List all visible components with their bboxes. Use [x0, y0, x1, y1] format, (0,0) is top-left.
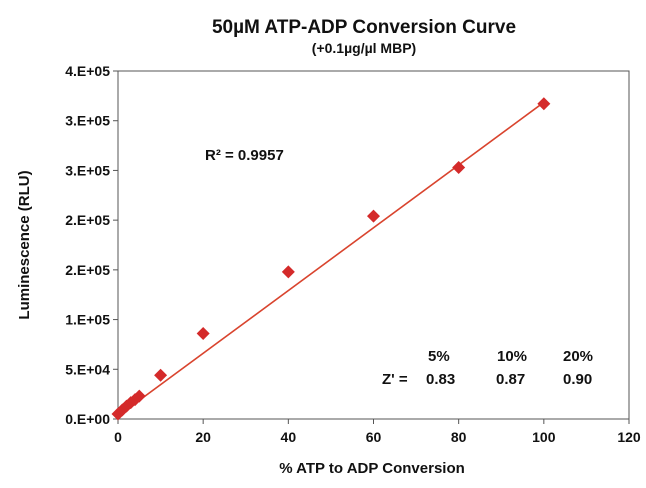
y-tick-label: 3.E+05	[65, 162, 110, 178]
y-axis-label: Luminescence (RLU)	[16, 170, 33, 319]
x-tick-label: 60	[366, 429, 382, 445]
zprime-header-10: 10%	[497, 348, 527, 365]
x-tick-label: 80	[451, 429, 467, 445]
x-tick-label: 40	[281, 429, 297, 445]
r-squared-label: R² = 0.9957	[205, 147, 284, 164]
y-tick-label: 2.E+05	[65, 212, 110, 228]
y-tick-label: 5.E+04	[65, 361, 110, 377]
x-tick-label: 0	[114, 429, 122, 445]
plot-frame	[117, 70, 630, 420]
y-tick-label: 2.E+05	[65, 262, 110, 278]
chart-subtitle: (+0.1µg/µl MBP)	[312, 40, 416, 56]
x-axis-label: % ATP to ADP Conversion	[279, 460, 465, 477]
zprime-header-20: 20%	[563, 348, 593, 365]
zprime-value-10: 0.87	[496, 371, 525, 388]
data-point	[537, 97, 551, 111]
y-axis: 0.E+00 5.E+04 1.E+05 2.E+05 2.E+05 3.E+05 3.E+…	[65, 63, 118, 427]
zprime-value-20: 0.90	[563, 371, 592, 388]
data-point	[452, 160, 466, 174]
chart-title: 50µM ATP-ADP Conversion Curve	[212, 17, 516, 38]
zprime-value-5: 0.83	[426, 371, 455, 388]
data-point	[132, 389, 146, 403]
x-tick-label: 100	[532, 429, 556, 445]
x-tick-label: 120	[617, 429, 641, 445]
trendline	[117, 101, 545, 417]
y-tick-label: 4.E+05	[65, 63, 110, 79]
x-tick-label: 20	[195, 429, 211, 445]
y-tick-label: 3.E+05	[65, 113, 110, 129]
zprime-header-5: 5%	[428, 348, 450, 365]
x-axis: 0 20 40 60 80 100 120	[114, 419, 641, 445]
y-tick-label: 1.E+05	[65, 312, 110, 328]
data-points	[111, 97, 551, 421]
data-point	[196, 326, 210, 340]
data-point	[154, 368, 168, 382]
y-tick-label: 0.E+00	[65, 411, 110, 427]
zprime-label: Z' =	[382, 371, 408, 388]
data-point	[281, 265, 295, 279]
data-point	[367, 209, 380, 223]
